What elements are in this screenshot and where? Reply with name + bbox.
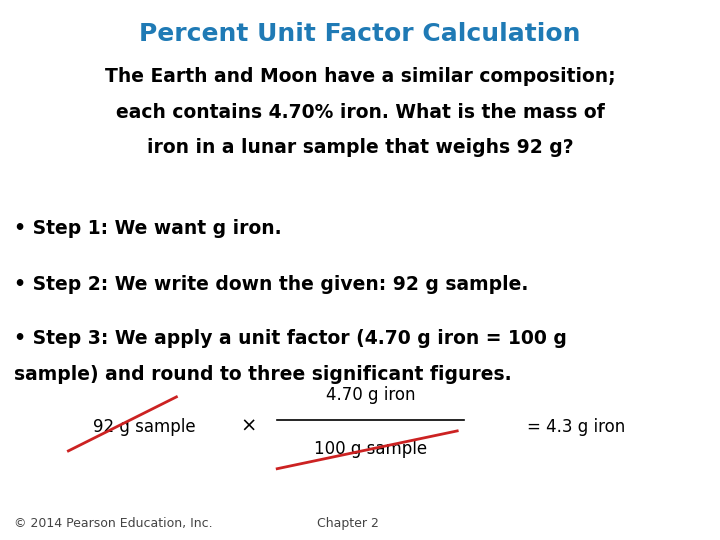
Text: 100 g sample: 100 g sample <box>314 440 428 458</box>
Text: • Step 2: We write down the given: 92 g sample.: • Step 2: We write down the given: 92 g … <box>14 275 528 294</box>
Text: The Earth and Moon have a similar composition;: The Earth and Moon have a similar compos… <box>104 68 616 86</box>
Text: Percent Unit Factor Calculation: Percent Unit Factor Calculation <box>139 22 581 45</box>
Text: sample) and round to three significant figures.: sample) and round to three significant f… <box>14 364 512 383</box>
Text: ×: × <box>240 417 256 436</box>
Text: iron in a lunar sample that weighs 92 g?: iron in a lunar sample that weighs 92 g? <box>147 138 573 157</box>
Text: 4.70 g iron: 4.70 g iron <box>326 386 415 404</box>
Text: 92 g sample: 92 g sample <box>93 417 195 436</box>
Text: • Step 1: We want g iron.: • Step 1: We want g iron. <box>14 219 282 238</box>
Text: each contains 4.70% iron. What is the mass of: each contains 4.70% iron. What is the ma… <box>116 103 604 122</box>
Text: Chapter 2: Chapter 2 <box>317 517 379 530</box>
Text: • Step 3: We apply a unit factor (4.70 g iron = 100 g: • Step 3: We apply a unit factor (4.70 g… <box>14 329 567 348</box>
Text: © 2014 Pearson Education, Inc.: © 2014 Pearson Education, Inc. <box>14 517 213 530</box>
Text: = 4.3 g iron: = 4.3 g iron <box>527 417 625 436</box>
